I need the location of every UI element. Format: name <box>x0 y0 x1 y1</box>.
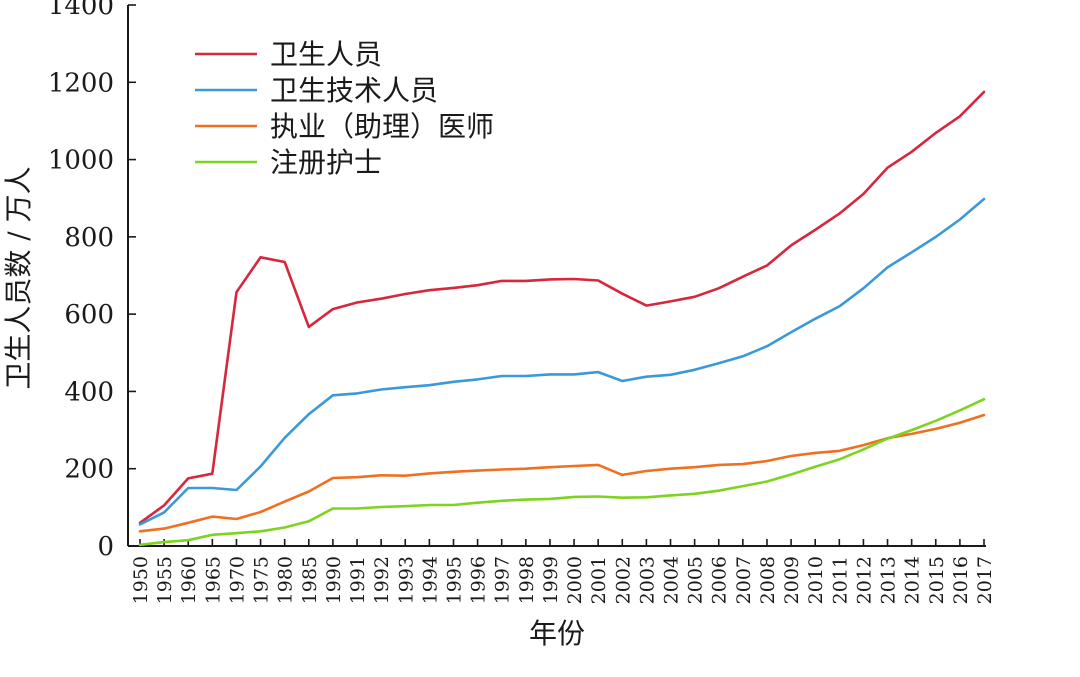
x-tick-label: 1995 <box>443 556 465 604</box>
x-tick-label: 2007 <box>733 556 755 604</box>
x-tick-label: 2005 <box>685 556 707 604</box>
y-tick-label: 400 <box>64 377 114 407</box>
x-tick-label: 1975 <box>251 556 273 604</box>
x-tick-label: 1955 <box>154 556 176 604</box>
x-tick-label: 2017 <box>974 556 996 604</box>
y-tick-label: 200 <box>64 455 114 485</box>
y-tick-label: 1000 <box>48 146 114 176</box>
x-tick-label: 1991 <box>347 556 369 604</box>
y-tick-label: 0 <box>97 532 114 562</box>
x-tick-label: 1950 <box>130 556 152 604</box>
x-tick-label: 2004 <box>661 556 683 604</box>
y-tick-label: 600 <box>64 300 114 330</box>
y-tick-label: 1400 <box>48 0 114 21</box>
x-tick-label: 1980 <box>275 556 297 604</box>
y-tick-label: 800 <box>64 223 114 253</box>
x-tick-label: 1996 <box>468 556 490 604</box>
y-ticks: 0 200 400 600 800 1000 1200 1400 <box>48 0 136 562</box>
x-tick-label: 1993 <box>395 556 417 604</box>
series-line-4 <box>138 397 986 547</box>
x-tick-label: 2015 <box>926 556 948 604</box>
series-line-1 <box>138 90 986 525</box>
x-tick-label: 2009 <box>781 556 803 604</box>
y-axis-title: 卫生人员数 / 万人 <box>2 166 35 389</box>
x-tick-label: 1990 <box>323 556 345 604</box>
x-tick-label: 2006 <box>709 556 731 604</box>
legend-label: 注册护士 <box>270 146 382 179</box>
x-tick-label: 2012 <box>853 556 875 604</box>
legend-label: 卫生人员 <box>270 38 382 71</box>
series-line-2 <box>138 197 986 526</box>
x-tick-label: 1992 <box>371 556 393 604</box>
x-tick-label: 2002 <box>612 556 634 604</box>
y-tick-label: 1200 <box>48 68 114 98</box>
x-tick-label: 2016 <box>950 556 972 604</box>
x-tick-label: 1994 <box>419 556 441 604</box>
series-line-3 <box>138 413 986 533</box>
x-tick-label: 1999 <box>540 556 562 604</box>
x-tick-label: 1965 <box>202 556 224 604</box>
series-layer <box>138 90 986 547</box>
x-tick-label: 2011 <box>829 556 851 604</box>
x-tick-label: 2003 <box>636 556 658 604</box>
x-tick-label: 2013 <box>878 556 900 604</box>
x-ticks: 1950 1955 1960 1965 1970 1975 1980 1985 1990 1991… <box>130 539 996 604</box>
x-tick-label: 1997 <box>492 556 514 604</box>
x-tick-label: 2010 <box>805 556 827 604</box>
x-tick-label: 2014 <box>902 556 924 604</box>
x-tick-label: 1970 <box>226 556 248 604</box>
x-tick-label: 1985 <box>299 556 321 604</box>
x-tick-label: 2000 <box>564 556 586 604</box>
axes <box>127 5 986 547</box>
x-tick-label: 1960 <box>178 556 200 604</box>
x-tick-label: 1998 <box>516 556 538 604</box>
legend-label: 执业（助理）医师 <box>270 110 494 143</box>
x-tick-label: 2008 <box>757 556 779 604</box>
legend-label: 卫生技术人员 <box>270 74 438 107</box>
x-tick-label: 2001 <box>588 556 610 604</box>
x-axis-title: 年份 <box>529 617 585 650</box>
